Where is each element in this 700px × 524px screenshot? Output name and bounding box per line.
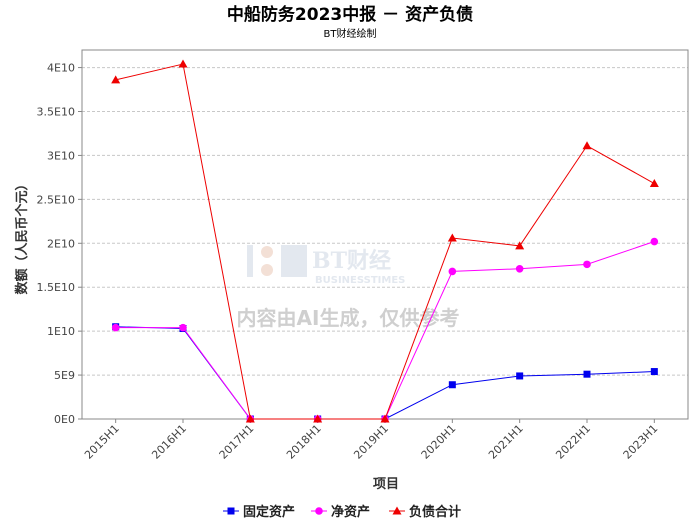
x-axis: 2015H1 2016H1 2017H1 2018H1 2019H1 2020H1 2021… [82, 419, 660, 462]
chart-title: 中船防务2023中报 － 资产负债 [227, 4, 473, 25]
y-tick-label: 2.5E10 [37, 193, 75, 206]
legend-marker [392, 506, 402, 515]
legend-label: 净资产 [331, 504, 370, 520]
x-tick-label: 2021H1 [486, 422, 526, 462]
x-axis-label: 项目 [373, 477, 399, 492]
y-tick-label: 0E0 [54, 413, 75, 426]
legend-label: 负债合计 [409, 504, 461, 520]
watermark-logo-icon [247, 245, 307, 277]
legend-label: 固定资产 [243, 504, 295, 520]
data-point [245, 414, 255, 423]
plot-area [81, 49, 689, 420]
x-tick-label: 2022H1 [553, 422, 593, 462]
data-point [582, 141, 592, 150]
data-point [111, 75, 121, 84]
series-2 [111, 59, 659, 423]
y-tick-label: 4E10 [47, 62, 75, 75]
x-tick-label: 2015H1 [82, 422, 122, 462]
series-0 [112, 323, 658, 423]
chart-subtitle: BT财经绘制 [324, 27, 377, 40]
y-tick-label: 2E10 [47, 237, 75, 250]
data-point [179, 323, 187, 332]
data-point [448, 381, 456, 389]
series-line [115, 63, 655, 420]
data-point [111, 323, 120, 332]
legend-item: 固定资产 [223, 504, 295, 520]
data-point [515, 264, 524, 273]
y-tick-label: 1.5E10 [37, 281, 75, 294]
watermark-brand-en: BUSINESSTIMES [315, 275, 405, 286]
data-point [178, 59, 188, 68]
watermark-brand: BT财经 [312, 248, 391, 274]
y-tick-label: 5E9 [54, 369, 75, 382]
y-tick-label: 3.5E10 [37, 106, 75, 119]
y-tick-label: 1E10 [47, 325, 75, 338]
data-point [448, 267, 457, 276]
series-line [115, 326, 655, 420]
data-point [313, 414, 323, 423]
x-tick-label: 2018H1 [284, 422, 324, 462]
data-point [380, 414, 390, 423]
series-layer [111, 59, 659, 423]
data-point [649, 179, 659, 188]
data-point [515, 241, 525, 250]
x-tick-label: 2023H1 [621, 422, 661, 462]
y-axis-label: 数额（人民币个元） [14, 177, 30, 294]
legend-marker [227, 507, 235, 515]
x-tick-label: 2017H1 [217, 422, 257, 462]
x-tick-label: 2019H1 [351, 422, 391, 462]
data-point [447, 233, 457, 242]
legend-item: 净资产 [311, 504, 370, 520]
x-tick-label: 2020H1 [419, 422, 459, 462]
data-point [583, 370, 591, 378]
data-point [650, 237, 659, 246]
data-point [650, 368, 658, 376]
y-axis: 0E0 5E9 1E10 1.5E10 2E10 2.5E10 3E10 3.5E10 4E10 [37, 62, 82, 426]
legend: 固定资产 净资产 负债合计 [223, 504, 461, 520]
x-tick-label: 2016H1 [149, 422, 189, 462]
data-point [583, 260, 591, 269]
data-point [516, 372, 524, 380]
legend-item: 负债合计 [389, 504, 461, 520]
legend-marker [315, 507, 323, 515]
y-tick-label: 3E10 [47, 149, 75, 162]
grid [82, 67, 688, 420]
